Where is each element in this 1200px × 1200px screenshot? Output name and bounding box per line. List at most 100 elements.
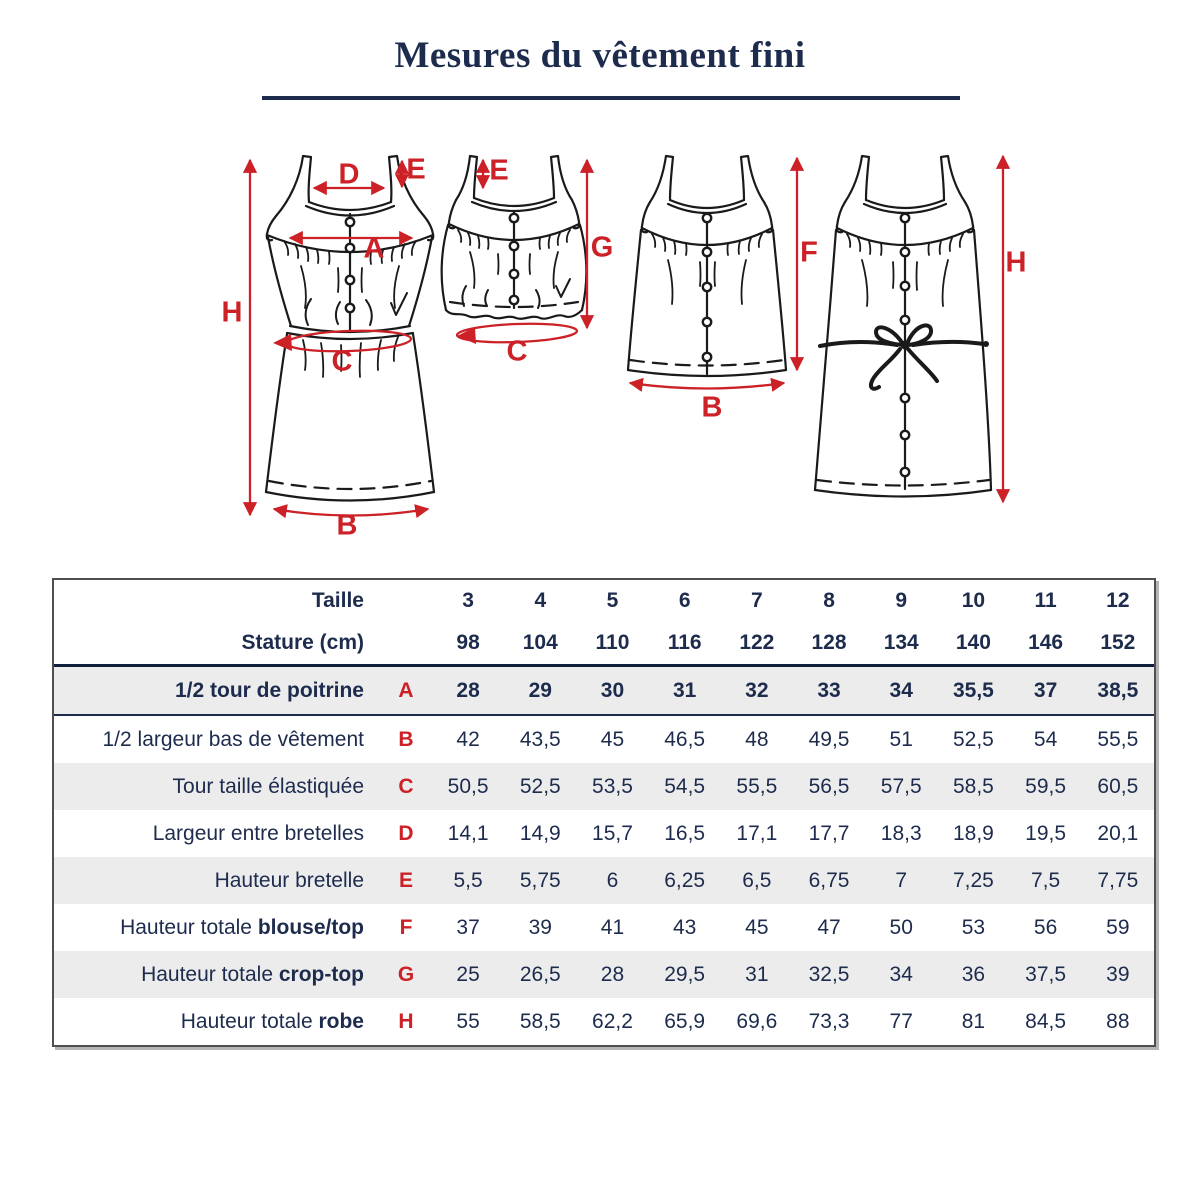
measure-row: Hauteur bretelle E 5,5 5,75 6 6,25 6,5 6,75 7 7,2…: [54, 857, 1154, 904]
size-value: 55,5: [736, 774, 778, 798]
size-value: 45: [745, 915, 769, 939]
size-value: 6,75: [808, 868, 850, 892]
measure-row: 1/2 largeur bas de vêtement B 42 43,5 45 46,5…: [54, 715, 1154, 763]
size-value: 134: [865, 622, 938, 667]
header-row: Stature (cm) 98 104 110 116 122 128 134 140 146 15…: [54, 622, 1154, 667]
belted-dress-sketch: [813, 154, 1011, 504]
measure-letter-B-blouse: B: [701, 391, 723, 424]
size-value: 35,5: [937, 665, 1010, 716]
size-value: 32: [720, 665, 793, 716]
arrow-B-blouse: [628, 377, 786, 392]
measure-row: Hauteur totale blouse/top F 37 39 41 43 45 47 50…: [54, 904, 1154, 951]
arrow-B-dress: [272, 504, 430, 519]
size-value: 53,5: [592, 774, 633, 798]
size-table-head: Taille 3 4 5 6 7 8 9 10 11 12 Stature (cm) 98 104 110 1…: [54, 580, 1154, 667]
size-value: 104: [504, 622, 577, 667]
size-value: 77: [889, 1009, 913, 1033]
size-value: 5: [606, 589, 619, 612]
page-title: Mesures du vêtement fini: [394, 35, 806, 76]
measure-letter-C-dress: C: [331, 345, 353, 378]
size-value: 60,5: [1097, 774, 1139, 798]
size-value: 17,1: [736, 821, 778, 845]
size-value: 14,1: [447, 821, 489, 845]
size-value: 16,5: [664, 821, 706, 845]
size-value: 59: [1106, 915, 1130, 939]
row-letter: [380, 622, 432, 667]
size-value: 81: [961, 1009, 986, 1033]
measure-row: Tour taille élastiquée C 50,5 52,5 53,5 54,5 5…: [54, 763, 1154, 810]
measure-letter-C-croptop: C: [506, 335, 528, 368]
measure-letter-G: G: [590, 231, 614, 264]
size-value: 11: [1034, 589, 1057, 612]
size-value: 25: [456, 962, 480, 986]
measure-letter-D: D: [338, 158, 360, 191]
size-value: 26,5: [519, 962, 561, 986]
size-value: 45: [600, 727, 625, 751]
row-label: 1/2 tour de poitrine: [54, 665, 380, 716]
size-value: 15,7: [592, 821, 633, 845]
size-value: 29: [504, 665, 577, 716]
measure-letter-E-dress: E: [406, 153, 426, 186]
garment-diagrams: D E A H C B E G C F B H: [0, 140, 1200, 585]
size-value: 5,5: [453, 868, 483, 892]
size-value: 39: [528, 915, 552, 939]
size-value: 18,9: [952, 821, 994, 845]
size-value: 56,5: [808, 774, 850, 798]
size-value: 49,5: [808, 727, 850, 751]
size-value: 54,5: [664, 774, 706, 798]
row-letter: [380, 580, 432, 622]
size-value: 38,5: [1081, 665, 1154, 716]
row-letter: G: [397, 962, 415, 986]
size-value: 31: [648, 665, 721, 716]
row-label: Hauteur totale crop-top: [141, 962, 364, 986]
size-value: 46,5: [664, 727, 706, 751]
row-label: Largeur entre bretelles: [152, 821, 364, 845]
size-value: 47: [817, 915, 841, 939]
size-value: 48: [745, 727, 769, 751]
size-value: 10: [961, 589, 986, 612]
size-value: 42: [456, 727, 480, 751]
size-value: 6,25: [664, 868, 706, 892]
size-value: 28: [600, 962, 625, 986]
arrow-C-croptop: [455, 322, 579, 344]
size-value: 41: [600, 915, 625, 939]
blouse-sketch: [626, 154, 805, 392]
measure-letter-H-dress: H: [221, 296, 243, 329]
size-value: 36: [961, 962, 986, 986]
size-value: 84,5: [1025, 1009, 1067, 1033]
size-value: 17,7: [808, 821, 850, 845]
row-letter: F: [399, 915, 413, 939]
size-value: 39: [1106, 962, 1130, 986]
size-value: 152: [1081, 622, 1154, 667]
size-value: 9: [895, 589, 908, 612]
measure-row: 1/2 tour de poitrine A 28 29 30 31 32 33 34 35,5 3…: [54, 665, 1154, 716]
size-value: 128: [792, 622, 866, 667]
measure-letter-F: F: [800, 236, 818, 269]
size-value: 73,3: [808, 1009, 850, 1033]
row-letter: H: [398, 1009, 414, 1033]
row-label: Stature (cm): [54, 622, 380, 667]
size-value: 43,5: [519, 727, 561, 751]
row-label: Hauteur totale blouse/top: [120, 915, 364, 939]
size-value: 33: [792, 665, 866, 716]
size-value: 4: [534, 589, 547, 612]
size-value: 52,5: [952, 727, 994, 751]
size-value: 110: [576, 622, 649, 667]
size-value: 34: [889, 962, 913, 986]
size-value: 69,6: [736, 1009, 778, 1033]
size-value: 55: [456, 1009, 480, 1033]
row-letter: D: [398, 821, 414, 845]
size-value: 51: [889, 727, 913, 751]
size-value: 122: [720, 622, 793, 667]
size-table-body: 1/2 tour de poitrine A 28 29 30 31 32 33 34 35,5 3…: [54, 665, 1154, 1046]
size-value: 12: [1106, 589, 1130, 612]
size-value: 6,5: [742, 868, 772, 892]
size-value: 8: [823, 589, 835, 612]
size-value: 19,5: [1025, 821, 1067, 845]
dress-sketch: [242, 154, 436, 519]
measure-row: Hauteur totale robe H 55 58,5 62,2 65,9 69,6 73…: [54, 998, 1154, 1045]
size-table: Taille 3 4 5 6 7 8 9 10 11 12 Stature (cm) 98 104 110 1…: [54, 580, 1154, 1045]
size-value: 7: [751, 589, 763, 612]
size-value: 98: [432, 622, 505, 667]
